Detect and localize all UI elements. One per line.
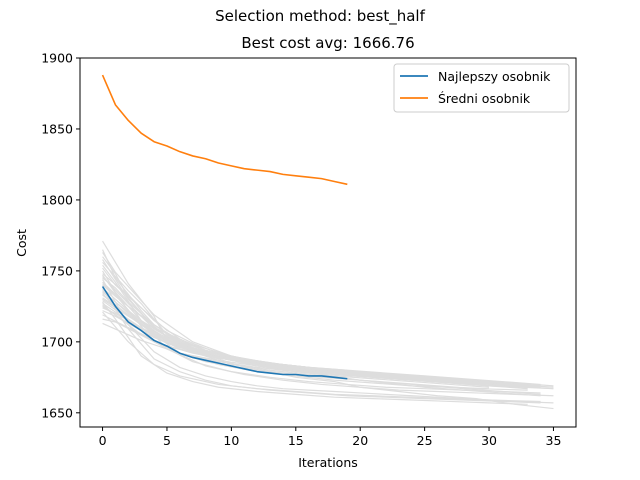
- y-tick-label-1750: 1750: [41, 263, 73, 278]
- legend-label-sredni: Średni osobnik: [438, 91, 531, 106]
- legend-box: [393, 63, 570, 113]
- legend: Najlepszy osobnik Średni osobnik: [393, 63, 570, 113]
- y-tick-label-1800: 1800: [41, 192, 73, 207]
- background-run-34: [102, 252, 541, 387]
- y-axis-label: Cost: [14, 229, 29, 257]
- background-run-20: [102, 259, 502, 386]
- x-tick-label-10: 10: [223, 433, 239, 448]
- x-tick-label-20: 20: [352, 433, 368, 448]
- x-tick-label-30: 30: [481, 433, 497, 448]
- x-axis: 0 5 10 15 20 25 30 35: [99, 427, 562, 448]
- x-axis-label: Iterations: [298, 455, 358, 470]
- x-tick-label-15: 15: [288, 433, 304, 448]
- series-layer: [101, 74, 348, 380]
- y-axis: 1650 1700 1750 1800 1850 1900: [41, 51, 80, 420]
- axes-frame: [79, 57, 577, 428]
- background-run-29: [102, 311, 541, 403]
- figure-suptitle: Selection method: best_half: [215, 7, 425, 26]
- series-line-najlepszy: [101, 286, 348, 380]
- background-run-31: [102, 274, 541, 394]
- background-run-30: [102, 264, 554, 397]
- background-run-28: [102, 301, 528, 405]
- legend-label-najlepszy: Najlepszy osobnik: [438, 69, 551, 84]
- y-tick-label-1900: 1900: [41, 51, 73, 66]
- background-run-6: [102, 277, 490, 388]
- chart-title: Best cost avg: 1666.76: [241, 34, 414, 52]
- background-run-25: [102, 307, 348, 373]
- background-run-23: [102, 290, 309, 371]
- x-tick-label-35: 35: [546, 433, 562, 448]
- background-runs: [102, 240, 554, 410]
- x-tick-label-25: 25: [417, 433, 433, 448]
- y-tick-label-1850: 1850: [41, 121, 73, 136]
- y-tick-label-1700: 1700: [41, 334, 73, 349]
- x-tick-label-5: 5: [163, 433, 171, 448]
- series-line-sredni: [101, 74, 348, 186]
- y-tick-label-1650: 1650: [41, 405, 73, 420]
- x-tick-label-0: 0: [99, 433, 107, 448]
